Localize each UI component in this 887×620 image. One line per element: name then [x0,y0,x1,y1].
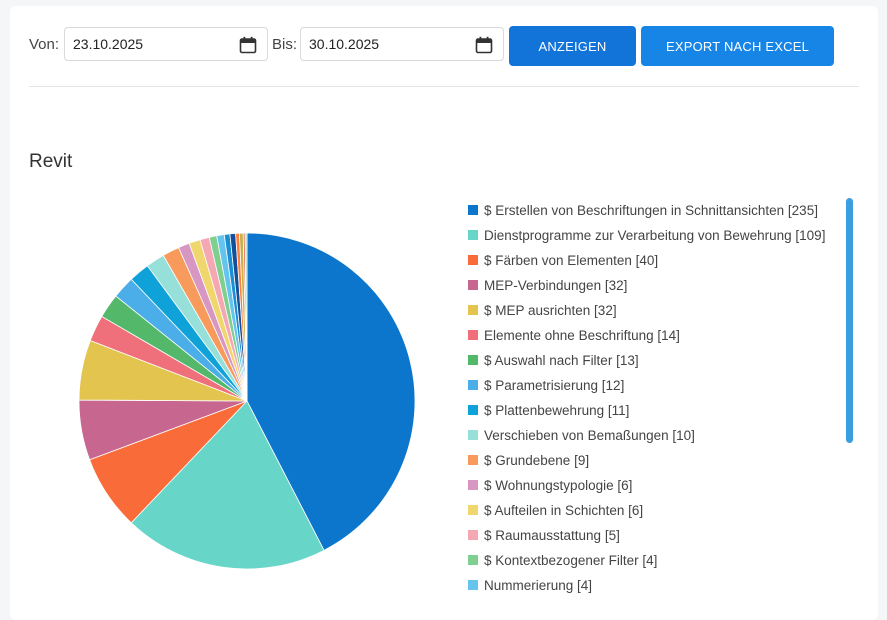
chart-title: Revit [29,151,73,172]
legend-scrollbar[interactable] [846,198,853,443]
legend-swatch [468,455,478,466]
legend-label: MEP-Verbindungen [32] [484,278,628,293]
legend-swatch [468,480,478,491]
legend-swatch [468,230,478,241]
legend-swatch [468,505,478,516]
legend-label: $ Kontextbezogener Filter [4] [484,553,658,568]
legend-label: $ Grundebene [9] [484,453,590,468]
pie-slice[interactable] [246,232,416,551]
legend-swatch [468,255,478,266]
calendar-icon[interactable] [239,36,257,54]
chart-legend: $ Erstellen von Beschriftungen in Schnit… [468,198,858,598]
legend-item[interactable]: $ Raumausstattung [5] [468,523,858,548]
legend-item[interactable]: $ Aufteilen in Schichten [6] [468,498,858,523]
legend-item[interactable]: $ Grundebene [9] [468,448,858,473]
to-date-field[interactable] [300,27,504,61]
from-date-input[interactable] [73,28,223,60]
legend-label: Verschieben von Bemaßungen [10] [484,428,695,443]
legend-item[interactable]: $ Auswahl nach Filter [13] [468,348,858,373]
legend-item[interactable]: $ Wohnungstypologie [6] [468,473,858,498]
legend-label: $ Parametrisierung [12] [484,378,625,393]
legend-label: $ Aufteilen in Schichten [6] [484,503,644,518]
legend-swatch [468,280,478,291]
legend-item[interactable]: $ Kontextbezogener Filter [4] [468,548,858,573]
legend-swatch [468,205,478,216]
report-card: Von: Bis: ANZEIGEN EXPORT NACH EXCEL Rev… [10,6,878,620]
legend-item[interactable]: $ Plattenbewehrung [11] [468,398,858,423]
legend-item[interactable]: Verschieben von Bemaßungen [10] [468,423,858,448]
legend-item[interactable]: Nummerierung [4] [468,573,858,598]
to-label: Bis: [272,36,298,53]
divider [29,86,859,87]
legend-swatch [468,555,478,566]
export-excel-button[interactable]: EXPORT NACH EXCEL [641,26,834,66]
legend-swatch [468,530,478,541]
pie-chart [78,232,416,570]
legend-label: $ Raumausstattung [5] [484,528,620,543]
legend-label: $ Plattenbewehrung [11] [484,403,630,418]
from-label: Von: [29,36,60,53]
calendar-icon[interactable] [475,36,493,54]
legend-label: $ MEP ausrichten [32] [484,303,617,318]
legend-item[interactable]: $ Färben von Elementen [40] [468,248,858,273]
legend-label: $ Wohnungstypologie [6] [484,478,633,493]
filter-toolbar: Von: Bis: ANZEIGEN EXPORT NACH EXCEL [10,6,878,86]
from-date-field[interactable] [64,27,268,61]
legend-swatch [468,305,478,316]
legend-item[interactable]: $ MEP ausrichten [32] [468,298,858,323]
to-date-input[interactable] [309,28,459,60]
legend-swatch [468,355,478,366]
legend-swatch [468,405,478,416]
show-button[interactable]: ANZEIGEN [509,26,636,66]
legend-swatch [468,380,478,391]
legend-label: $ Färben von Elementen [40] [484,253,659,268]
legend-label: $ Erstellen von Beschriftungen in Schnit… [484,203,818,218]
legend-item[interactable]: $ Erstellen von Beschriftungen in Schnit… [468,198,858,223]
legend-label: Elemente ohne Beschriftung [14] [484,328,680,343]
legend-label: Nummerierung [4] [484,578,593,593]
legend-item[interactable]: Dienstprogramme zur Verarbeitung von Bew… [468,223,858,248]
legend-label: $ Auswahl nach Filter [13] [484,353,639,368]
legend-label: Dienstprogramme zur Verarbeitung von Bew… [484,228,826,243]
legend-item[interactable]: $ Parametrisierung [12] [468,373,858,398]
legend-item[interactable]: MEP-Verbindungen [32] [468,273,858,298]
pie-slice[interactable] [244,232,248,402]
pie-slice[interactable] [130,400,325,570]
legend-swatch [468,580,478,591]
legend-item[interactable]: Elemente ohne Beschriftung [14] [468,323,858,348]
legend-swatch [468,430,478,441]
legend-swatch [468,330,478,341]
